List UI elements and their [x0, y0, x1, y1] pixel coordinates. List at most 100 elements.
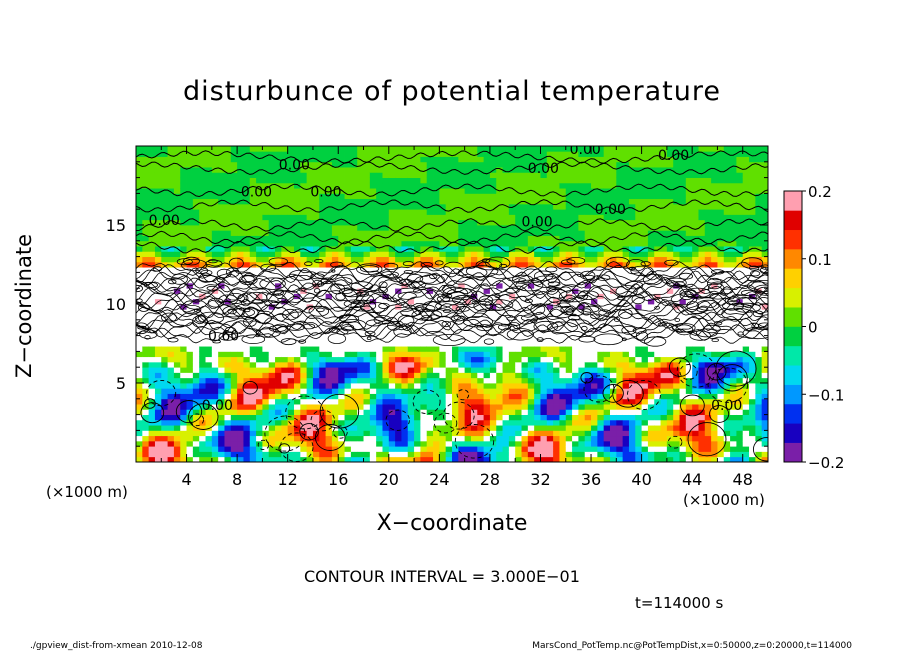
heatmap-cell: [407, 193, 415, 200]
heatmap-cell: [628, 398, 636, 405]
heatmap-cell: [508, 393, 516, 400]
heatmap-cell: [540, 167, 548, 173]
heatmap-cell: [331, 288, 339, 294]
heatmap-cell: [610, 398, 617, 405]
heatmap-cell: [312, 193, 320, 200]
heatmap-cell: [515, 398, 522, 405]
heatmap-cell: [414, 435, 421, 442]
heatmap-cell: [287, 372, 295, 379]
heatmap-cell: [420, 451, 428, 458]
heatmap-cell: [591, 161, 598, 168]
heatmap-cell: [597, 209, 605, 215]
heatmap-cell: [142, 198, 150, 205]
heatmap-cell: [654, 325, 661, 331]
heatmap-cell: [192, 267, 200, 273]
heatmap-cell: [597, 156, 605, 163]
heatmap-cell: [407, 361, 415, 368]
heatmap-cell: [578, 361, 586, 368]
heatmap-cell: [496, 351, 503, 358]
heatmap-cell: [477, 251, 484, 257]
heatmap-cell: [559, 425, 567, 431]
heatmap-cell: [458, 256, 466, 263]
heatmap-cell: [199, 335, 206, 342]
heatmap-cell: [464, 198, 472, 205]
heatmap-cell: [281, 414, 289, 421]
heatmap-cell: [660, 435, 668, 442]
heatmap-cell: [268, 240, 276, 247]
heatmap-cell: [338, 404, 345, 410]
heatmap-cell: [192, 446, 200, 452]
heatmap-cell: [445, 356, 453, 363]
heatmap-cell: [281, 367, 289, 373]
heatmap-cell: [173, 319, 181, 326]
heatmap-cell: [395, 435, 402, 442]
heatmap-cell: [350, 309, 358, 315]
heatmap-cell: [199, 425, 206, 431]
heatmap-cell: [224, 440, 232, 447]
heatmap-cell: [565, 414, 573, 421]
heatmap-cell: [357, 446, 364, 452]
heatmap-cell: [647, 146, 655, 152]
heatmap-cell: [230, 440, 238, 447]
heatmap-cell: [433, 383, 440, 389]
heatmap-cell: [256, 335, 263, 342]
heatmap-cell: [363, 161, 371, 168]
heatmap-cell: [660, 409, 668, 415]
heatmap-cell: [426, 398, 434, 405]
heatmap-cell: [173, 356, 181, 363]
heatmap-cell: [508, 214, 516, 221]
heatmap-cell: [452, 372, 459, 379]
heatmap-cell: [470, 198, 478, 205]
heatmap-cell: [610, 351, 617, 358]
heatmap-cell: [224, 388, 232, 394]
heatmap-cell: [483, 203, 491, 210]
heatmap-cell: [199, 182, 206, 189]
heatmap-cell: [161, 451, 168, 458]
heatmap-cell: [275, 435, 282, 442]
heatmap-cell: [477, 198, 484, 205]
heatmap-cell: [294, 298, 301, 305]
heatmap-cell: [338, 351, 345, 358]
heatmap-cell: [565, 335, 573, 342]
heatmap-cell: [565, 351, 573, 358]
heatmap-cell: [363, 409, 371, 415]
heatmap-cell: [565, 177, 573, 184]
heatmap-cell: [338, 451, 345, 458]
heatmap-cell: [192, 182, 200, 189]
heatmap-cell: [344, 361, 352, 368]
heatmap-cell: [363, 446, 371, 452]
heatmap-cell: [407, 377, 415, 384]
heatmap-cell: [584, 182, 592, 189]
heatmap-cell: [439, 267, 447, 273]
heatmap-cell: [452, 409, 459, 415]
heatmap-cell: [616, 419, 624, 426]
heatmap-cell: [502, 172, 510, 178]
heatmap-cell: [433, 330, 440, 336]
heatmap-cell: [382, 240, 390, 247]
heatmap-cell: [344, 335, 352, 342]
heatmap-cell: [344, 456, 352, 462]
heatmap-cell: [578, 151, 586, 157]
heatmap-cell: [584, 156, 592, 163]
heatmap-cell: [218, 340, 225, 347]
heatmap-cell: [237, 177, 244, 184]
heatmap-cell: [597, 177, 605, 184]
heatmap-cell: [553, 340, 560, 347]
heatmap-cell: [388, 304, 396, 310]
heatmap-cell: [584, 203, 592, 210]
heatmap-cell: [294, 235, 301, 242]
heatmap-cell: [565, 325, 573, 331]
heatmap-cell: [414, 225, 421, 231]
heatmap-cell: [186, 219, 194, 226]
heatmap-cell: [527, 198, 535, 205]
heatmap-cell: [224, 340, 232, 347]
heatmap-cell: [306, 267, 314, 273]
heatmap-cell: [496, 435, 503, 442]
heatmap-cell: [610, 430, 617, 437]
heatmap-cell: [401, 156, 409, 163]
heatmap-cell: [584, 430, 592, 437]
heatmap-cell: [142, 419, 150, 426]
heatmap-cell: [654, 451, 661, 458]
heatmap-cell: [344, 167, 352, 173]
heatmap-cell: [173, 156, 181, 163]
